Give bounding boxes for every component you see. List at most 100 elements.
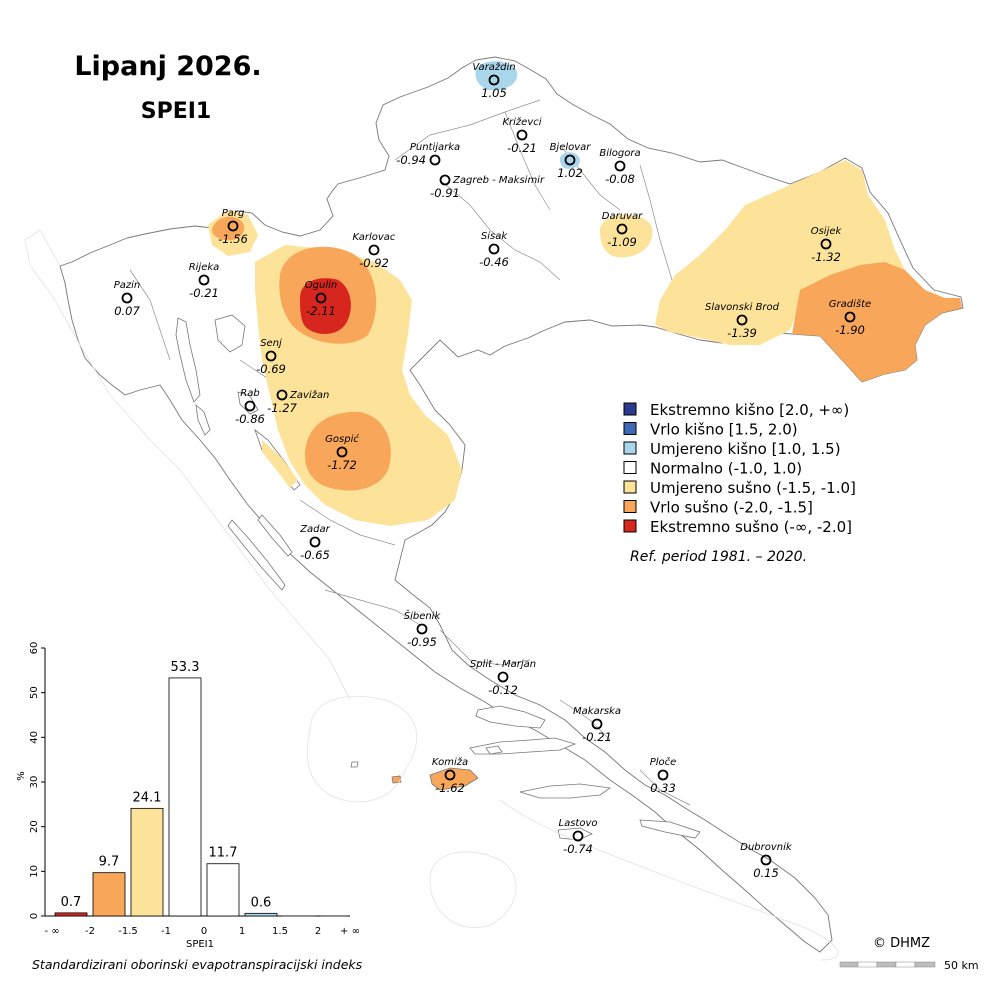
station-22: Šibenik -0.95: [404, 609, 442, 649]
station-name: Zagreb - Maksimir: [452, 175, 545, 186]
station-4: Bjelovar 1.02: [550, 142, 592, 180]
legend-item: Umjereno kišno [1.0, 1.5): [623, 440, 841, 458]
x-tick-label: 2: [315, 926, 321, 937]
island-cres: [175, 317, 201, 403]
x-tick-label: + ∞: [340, 926, 360, 937]
legend-swatch: [623, 500, 637, 513]
station-value: -1.27: [267, 401, 297, 415]
station-11: Osijek -1.32: [811, 226, 843, 264]
legend-label: Vrlo sušno (-2.0, -1.5]: [650, 499, 813, 517]
histogram-bar: [206, 863, 240, 917]
station-18: Zavižan-1.27: [267, 389, 329, 415]
station-marker-icon: [429, 154, 441, 166]
station-name: Bjelovar: [550, 142, 592, 153]
station-value: -0.12: [488, 683, 518, 697]
station-1: Varaždin 1.05: [472, 61, 515, 100]
station-value: -1.39: [727, 326, 757, 340]
station-value: -1.56: [218, 232, 248, 246]
station-7: Parg -1.56: [218, 208, 248, 246]
station-27: Lastovo -0.74: [559, 818, 598, 856]
station-15: Slavonski Brod -1.39: [705, 302, 780, 340]
y-axis-label: %: [16, 771, 27, 781]
station-6: Zagreb - Maksimir-0.91: [430, 174, 545, 200]
station-value: -0.94: [396, 153, 426, 167]
station-marker-icon: [265, 350, 277, 362]
station-value: -1.72: [327, 458, 357, 472]
station-9: Sisak -0.46: [479, 231, 509, 269]
bar-value-label: 0.6: [251, 895, 272, 910]
station-marker-icon: [416, 623, 428, 635]
station-marker-icon: [614, 160, 626, 172]
station-24: Makarska -0.21: [573, 706, 621, 744]
station-name: Sisak: [481, 231, 508, 242]
station-name: Šibenik: [404, 609, 442, 622]
island-brac: [475, 705, 546, 729]
island-dugi-otok: [227, 519, 286, 591]
histogram-bar: [244, 912, 278, 917]
station-marker-icon: [198, 274, 210, 286]
station-26: Ploče 0.33: [650, 756, 677, 795]
legend-label: Umjereno kišno [1.0, 1.5): [650, 440, 841, 458]
station-marker-icon: [657, 769, 669, 781]
y-tick-label: 40: [29, 731, 40, 744]
station-marker-icon: [309, 536, 321, 548]
station-value: 0.07: [114, 304, 140, 318]
legend-item: Normalno (-1.0, 1.0): [623, 460, 802, 478]
legend-swatch: [623, 422, 637, 435]
island-susac: [350, 761, 359, 768]
histogram-bar: [168, 677, 202, 917]
station-21: Zadar -0.65: [299, 524, 330, 562]
station-name: Varaždin: [472, 61, 515, 73]
station-12: Rijeka -0.21: [189, 262, 220, 300]
station-3: Puntijarka-0.94: [396, 142, 460, 167]
station-name: Rab: [240, 388, 259, 399]
station-value: -0.46: [479, 255, 509, 269]
x-tick-label: 1: [239, 926, 245, 937]
station-name: Pazin: [114, 280, 141, 291]
x-tick-label: -2: [85, 926, 95, 937]
station-name: Zadar: [299, 524, 330, 535]
island-bisevo: [391, 775, 402, 784]
legend-label: Vrlo kišno [1.5, 2.0): [650, 421, 798, 439]
station-marker-icon: [820, 238, 832, 250]
station-marker-icon: [760, 854, 772, 866]
station-23: Split - Marjan -0.12: [470, 659, 536, 697]
station-marker-icon: [488, 243, 500, 255]
chart-caption: Standardizirani oborinski evapotranspira…: [32, 957, 363, 972]
legend-swatch: [623, 480, 637, 494]
station-name: Parg: [222, 208, 245, 219]
x-tick-label: -1.5: [118, 926, 138, 937]
station-value: -0.69: [256, 362, 286, 376]
zone-extremely-dry-ogulin: [300, 278, 351, 335]
bar-value-label: 11.7: [209, 846, 238, 861]
map-title: Lipanj 2026.: [74, 51, 261, 82]
island-krk: [214, 314, 246, 353]
bar-value-label: 9.7: [99, 855, 120, 870]
x-tick-label: -1: [161, 926, 171, 937]
station-marker-icon: [244, 400, 256, 412]
x-axis-label: SPEI1: [186, 939, 214, 950]
map-subtitle: SPEI1: [141, 99, 212, 124]
island-mljet: [639, 819, 701, 839]
station-value: 1.05: [481, 86, 507, 100]
island-pelagosa: [485, 745, 503, 755]
y-tick-label: 10: [29, 865, 40, 878]
station-value: -0.95: [407, 635, 437, 649]
legend-swatch: [623, 519, 637, 533]
station-marker-icon: [488, 74, 500, 86]
station-name: Ploče: [650, 756, 677, 768]
legend-item: Umjereno sušno (-1.5, -1.0]: [623, 479, 856, 497]
station-14: Ogulin -2.11: [305, 280, 337, 318]
bar-value-label: 24.1: [133, 790, 162, 805]
station-value: 1.02: [557, 166, 583, 180]
x-tick-label: 0: [201, 926, 207, 937]
station-value: 0.15: [753, 866, 779, 880]
island-vis: [429, 767, 479, 791]
island-ugljan: [257, 514, 293, 557]
station-name: Lastovo: [559, 818, 598, 829]
station-value: -0.21: [582, 730, 612, 744]
station-name: Slavonski Brod: [705, 302, 780, 313]
station-5: Bilogora -0.08: [599, 148, 640, 186]
